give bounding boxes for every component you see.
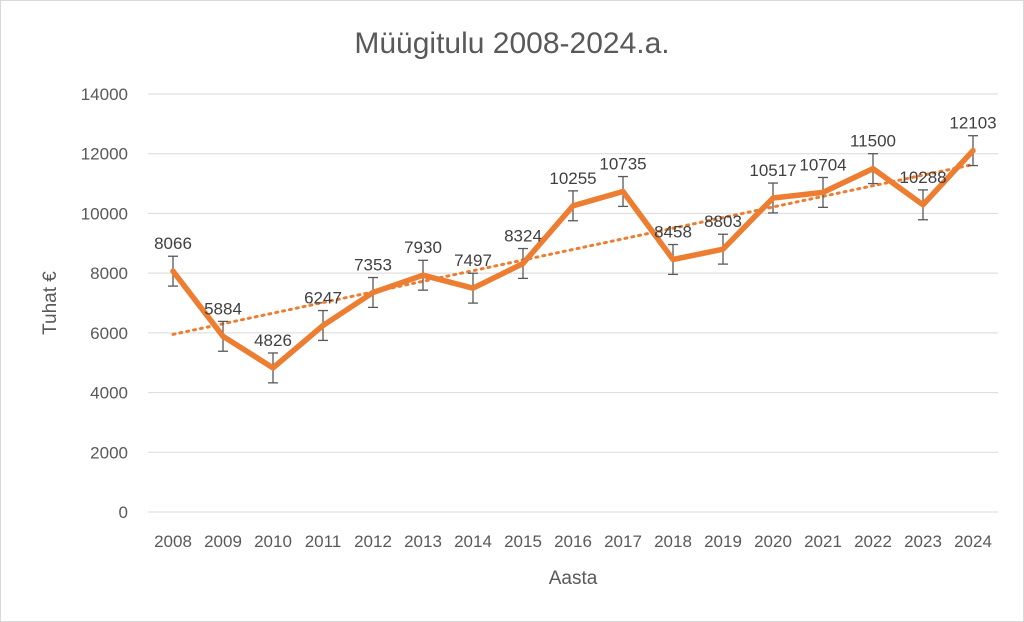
data-label: 8458	[654, 222, 692, 241]
data-point	[670, 256, 676, 262]
data-point	[470, 285, 476, 291]
data-point	[620, 188, 626, 194]
x-tick-label: 2012	[354, 532, 392, 551]
trendline	[171, 163, 975, 336]
x-tick-label: 2013	[404, 532, 442, 551]
x-tick-label: 2021	[804, 532, 842, 551]
x-tick-label: 2018	[654, 532, 692, 551]
data-point	[170, 268, 176, 274]
y-tick-label: 10000	[81, 204, 128, 223]
y-tick-label: 4000	[90, 384, 128, 403]
data-label: 10517	[749, 161, 796, 180]
data-label: 8066	[154, 234, 192, 253]
data-label: 7353	[354, 255, 392, 274]
data-point	[420, 272, 426, 278]
series-line	[170, 147, 976, 371]
data-label: 8324	[504, 226, 542, 245]
y-axis-title: Tuhat €	[40, 271, 61, 335]
x-tick-label: 2023	[904, 532, 942, 551]
x-tick-label: 2011	[305, 532, 342, 551]
data-point	[920, 202, 926, 208]
y-tick-label: 6000	[90, 324, 128, 343]
data-label: 12103	[949, 114, 996, 133]
x-tick-label: 2019	[704, 532, 742, 551]
gridlines	[148, 93, 998, 513]
y-tick-label: 14000	[81, 85, 128, 104]
y-tick-label: 8000	[90, 264, 128, 283]
x-tick-label: 2022	[854, 532, 892, 551]
data-point	[270, 365, 276, 371]
data-point	[870, 166, 876, 172]
data-label: 10255	[549, 169, 596, 188]
x-axis-title: Aasta	[549, 568, 598, 589]
data-label: 10288	[899, 168, 946, 187]
x-axis-ticks: 2008 2009 2010 2011 2012 2013 2014 2015 2016 2017…	[154, 532, 992, 551]
data-label: 6247	[304, 288, 342, 307]
data-point	[570, 203, 576, 209]
data-point	[970, 148, 976, 154]
x-tick-label: 2020	[754, 532, 792, 551]
data-label: 10735	[599, 154, 646, 173]
data-label: 11500	[850, 132, 896, 151]
x-tick-label: 2014	[454, 532, 492, 551]
chart-title: Müügitulu 2008-2024.a.	[354, 27, 669, 60]
data-labels: 8066588448266247735379307497832410255107…	[154, 114, 997, 350]
data-label: 8803	[704, 212, 742, 231]
y-tick-label: 12000	[81, 145, 128, 164]
y-axis-ticks: 0 2000 4000 6000 8000 10000 12000 14000	[81, 85, 128, 522]
trendline-path	[171, 163, 975, 336]
data-point	[820, 189, 826, 195]
data-point	[220, 333, 226, 339]
x-tick-label: 2010	[254, 532, 292, 551]
x-tick-label: 2009	[204, 532, 242, 551]
data-point	[320, 322, 326, 328]
data-label: 7497	[454, 251, 492, 270]
data-label: 7930	[404, 238, 442, 257]
x-tick-label: 2017	[604, 532, 642, 551]
data-point	[720, 246, 726, 252]
x-tick-label: 2016	[554, 532, 592, 551]
data-point	[520, 260, 526, 266]
data-label: 5884	[204, 299, 242, 318]
x-tick-label: 2015	[504, 532, 542, 551]
data-point	[770, 195, 776, 201]
x-tick-label: 2008	[154, 532, 192, 551]
y-tick-label: 0	[119, 503, 128, 522]
data-label: 10704	[799, 155, 846, 174]
x-tick-label: 2024	[954, 532, 992, 551]
data-point	[370, 289, 376, 295]
y-tick-label: 2000	[90, 443, 128, 462]
data-label: 4826	[254, 331, 292, 350]
